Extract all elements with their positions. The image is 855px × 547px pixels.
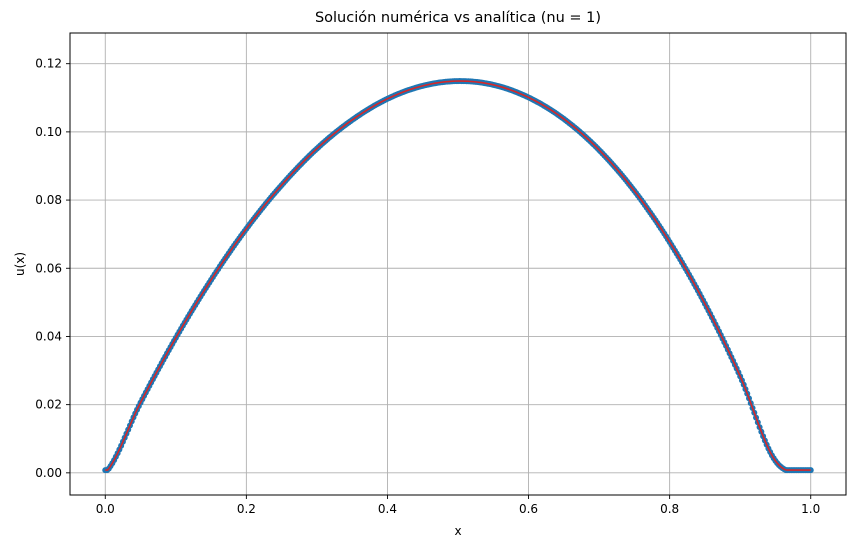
y-tick-label: 0.08 <box>35 193 62 207</box>
tick-layer: 0.0 0.2 0.4 0.6 0.8 1.0 0.00 0.02 0.04 0.06 0.08 0.… <box>35 57 820 516</box>
y-tick-label: 0.02 <box>35 398 62 412</box>
x-tick-label: 0.4 <box>378 502 397 516</box>
x-tick-label: 0.2 <box>237 502 256 516</box>
x-axis-label: x <box>454 524 461 538</box>
y-tick-label: 0.06 <box>35 261 62 275</box>
grid-layer <box>70 33 846 495</box>
y-tick-label: 0.12 <box>35 57 62 71</box>
chart-title: Solución numérica vs analítica (nu = 1) <box>315 10 601 26</box>
y-tick-label: 0.00 <box>35 466 62 480</box>
y-tick-label: 0.04 <box>35 329 62 343</box>
series-layer <box>102 78 814 474</box>
x-tick-label: 0.8 <box>660 502 679 516</box>
y-axis-label: u(x) <box>13 252 27 276</box>
series-line <box>105 80 811 471</box>
x-tick-label: 1.0 <box>801 502 820 516</box>
plot-frame <box>69 32 847 496</box>
x-tick-label: 0.6 <box>519 502 538 516</box>
y-tick-label: 0.10 <box>35 125 62 139</box>
x-tick-label: 0.0 <box>96 502 115 516</box>
